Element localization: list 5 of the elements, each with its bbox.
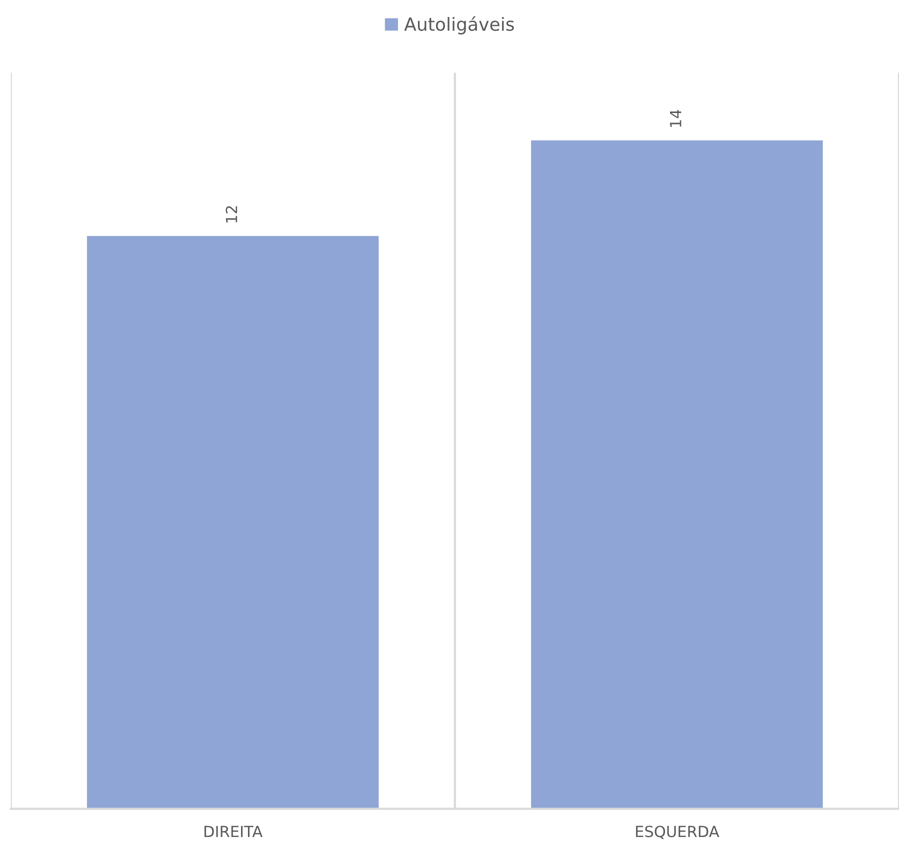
x-tick-label: DIREITA: [204, 826, 263, 838]
legend-label: Autoligáveis: [404, 16, 514, 34]
data-label: 12: [226, 206, 238, 222]
data-label: 14: [670, 110, 682, 127]
x-tick-label: ESQUERDA: [636, 826, 720, 840]
